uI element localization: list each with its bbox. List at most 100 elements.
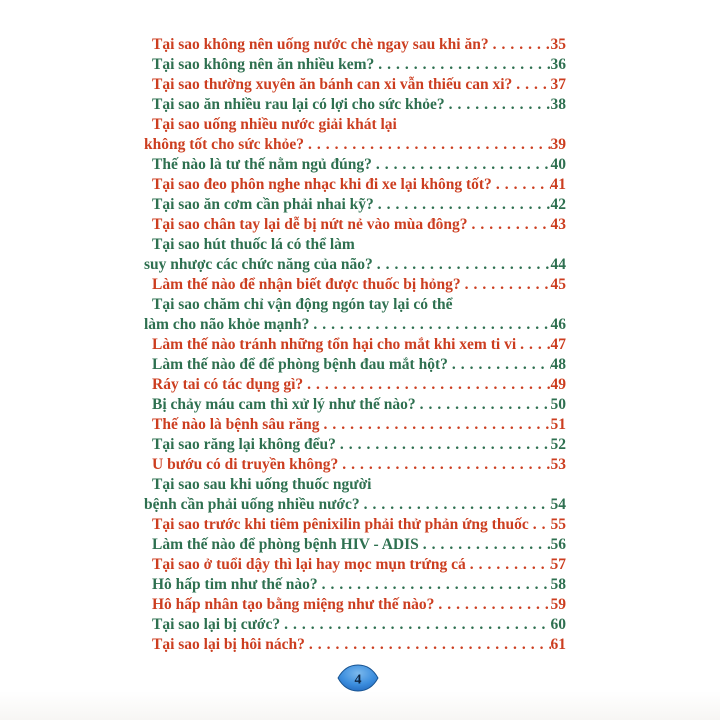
page-ref: 59: [550, 596, 567, 613]
page-ref: 54: [550, 496, 567, 513]
page-ref: 60: [550, 616, 567, 633]
toc-row: không tốt cho sức khỏe?.................…: [144, 135, 566, 155]
dot-leader: ........................................…: [375, 156, 551, 173]
toc-entry-text: Tại sao không nên ăn nhiều kem?: [152, 56, 375, 73]
toc-row: Làm thế nào tránh những tổn hại cho mắt …: [144, 335, 566, 355]
dot-leader: ........................................…: [321, 576, 551, 593]
toc-entry-text: Tại sao chân tay lại dễ bị nứt nẻ vào mù…: [152, 216, 468, 233]
dot-leader: ........................................…: [377, 196, 551, 213]
dot-leader: ........................................…: [307, 376, 551, 393]
toc-entry-text: không tốt cho sức khỏe?: [144, 136, 305, 153]
dot-leader: ........................................…: [516, 76, 550, 93]
toc-row: Tại sao hút thuốc lá có thể làm: [144, 235, 566, 255]
toc-entry-text: Bị chảy máu cam thì xử lý như thế nào?: [152, 396, 416, 413]
page-ref: 46: [550, 316, 567, 333]
toc-entry-text: U bướu có di truyền không?: [152, 456, 339, 473]
toc-row: U bướu có di truyền không?..............…: [144, 455, 566, 475]
dot-leader: ........................................…: [448, 96, 551, 113]
page-ref: 58: [550, 576, 567, 593]
dot-leader: ........................................…: [323, 416, 551, 433]
toc-row: bệnh cần phải uống nhiều nước?..........…: [144, 495, 566, 515]
page-number-badge: 4: [336, 663, 380, 693]
toc-entry-text: Thế nào là tư thế nằm ngủ đúng?: [152, 156, 372, 173]
toc-row: Hô hấp tim như thế nào?.................…: [144, 575, 566, 595]
dot-leader: ........................................…: [284, 616, 551, 633]
dot-leader: ........................................…: [308, 136, 551, 153]
toc-entry-text: bệnh cần phải uống nhiều nước?: [144, 496, 360, 513]
toc-entry-text: Tại sao thường xuyên ăn bánh can xi vẫn …: [152, 76, 513, 93]
toc-entry-text: Tại sao ăn nhiều rau lại có lợi cho sức …: [152, 96, 445, 113]
page-ref: 37: [550, 76, 567, 93]
page-ref: 61: [550, 636, 567, 653]
dot-leader: ........................................…: [532, 516, 551, 533]
toc-row: Tại sao chăm chỉ vận động ngón tay lại c…: [144, 295, 566, 315]
toc-entry-text: Tại sao lại bị cước?: [152, 616, 281, 633]
toc-row: Tại sao không nên uống nước chè ngay sau…: [144, 35, 566, 55]
toc-row: Tại sao thường xuyên ăn bánh can xi vẫn …: [144, 75, 566, 95]
dot-leader: ........................................…: [438, 596, 550, 613]
page-ref: 38: [550, 96, 567, 113]
toc-row: Hô hấp nhân tạo bằng miệng như thế nào?.…: [144, 595, 566, 615]
page-ref: 55: [550, 516, 567, 533]
toc-entry-text: Tại sao uống nhiều nước giải khát lại: [152, 116, 397, 133]
toc-row: Tại sao uống nhiều nước giải khát lại: [144, 115, 566, 135]
toc-entry-text: Ráy tai có tác dụng gì?: [152, 376, 304, 393]
toc-row: Tại sao trước khi tiêm pênixilin phải th…: [144, 515, 566, 535]
toc-entry-text: Tại sao ở tuổi dậy thì lại hay mọc mụn t…: [152, 556, 466, 573]
page-ref: 42: [550, 196, 567, 213]
toc-entry-text: suy nhược các chức năng của não?: [144, 256, 373, 273]
toc-row: Tại sao không nên ăn nhiều kem?.........…: [144, 55, 566, 75]
toc-entry-text: Làm thế nào để để phòng bệnh đau mắt hột…: [152, 356, 448, 373]
toc-row: Thế nào là bệnh sâu răng................…: [144, 415, 566, 435]
page-ref: 51: [550, 416, 567, 433]
page-ref: 57: [550, 556, 567, 573]
toc-entry-text: Tại sao không nên uống nước chè ngay sau…: [152, 36, 489, 53]
page-ref: 35: [550, 36, 567, 53]
page-number: 4: [355, 673, 362, 688]
page-ref: 49: [550, 376, 567, 393]
page-ref: 56: [550, 536, 567, 553]
dot-leader: ........................................…: [376, 256, 551, 273]
toc-row: Tại sao ăn nhiều rau lại có lợi cho sức …: [144, 95, 566, 115]
dot-leader: ........................................…: [419, 396, 551, 413]
toc-row: Tại sao lại bị cước?....................…: [144, 615, 566, 635]
toc-entry-text: Tại sao chăm chỉ vận động ngón tay lại c…: [152, 296, 453, 313]
badge-background: [337, 664, 379, 692]
dot-leader: ........................................…: [308, 636, 551, 653]
page-ref: 40: [550, 156, 567, 173]
toc-list: Tại sao không nên uống nước chè ngay sau…: [144, 35, 566, 655]
toc-row: Tại sao sau khi uống thuốc người: [144, 475, 566, 495]
page-ref: 53: [550, 456, 567, 473]
toc-entry-text: Hô hấp tim như thế nào?: [152, 576, 318, 593]
toc-entry-text: Làm thế nào tránh những tổn hại cho mắt …: [152, 336, 517, 353]
toc-entry-text: Làm thế nào để nhận biết được thuốc bị h…: [152, 276, 461, 293]
toc-entry-text: Tại sao hút thuốc lá có thể làm: [152, 236, 355, 253]
toc-entry-text: Tại sao ăn cơm cần phải nhai kỹ?: [152, 196, 374, 213]
toc-row: Làm thế nào để để phòng bệnh đau mắt hột…: [144, 355, 566, 375]
toc-row: suy nhược các chức năng của não?........…: [144, 255, 566, 275]
toc-entry-text: Tại sao trước khi tiêm pênixilin phải th…: [152, 516, 529, 533]
toc-row: Tại sao lại bị hôi nách?................…: [144, 635, 566, 655]
dot-leader: ........................................…: [313, 316, 550, 333]
dot-leader: ........................................…: [469, 556, 551, 573]
page-ref: 41: [550, 176, 567, 193]
toc-row: Bị chảy máu cam thì xử lý như thế nào?..…: [144, 395, 566, 415]
toc-row: Tại sao ở tuổi dậy thì lại hay mọc mụn t…: [144, 555, 566, 575]
dot-leader: ........................................…: [451, 356, 551, 373]
toc-row: Làm thế nào để phòng bệnh HIV - ADIS....…: [144, 535, 566, 555]
toc-row: Thế nào là tư thế nằm ngủ đúng?.........…: [144, 155, 566, 175]
dot-leader: ........................................…: [342, 456, 550, 473]
dot-leader: ........................................…: [520, 336, 550, 353]
toc-row: Tại sao đeo phôn nghe nhạc khi đi xe lại…: [144, 175, 566, 195]
toc-row: Làm thế nào để nhận biết được thuốc bị h…: [144, 275, 566, 295]
page-ref: 47: [550, 336, 567, 353]
toc-entry-text: Tại sao sau khi uống thuốc người: [152, 476, 372, 493]
dot-leader: ........................................…: [363, 496, 551, 513]
page-ref: 50: [550, 396, 567, 413]
toc-row: Tại sao chân tay lại dễ bị nứt nẻ vào mù…: [144, 215, 566, 235]
toc-entry-text: Làm thế nào để phòng bệnh HIV - ADIS: [152, 536, 419, 553]
dot-leader: ........................................…: [422, 536, 551, 553]
page-ref: 36: [550, 56, 567, 73]
toc-row: Tại sao ăn cơm cần phải nhai kỹ?........…: [144, 195, 566, 215]
toc-entry-text: Tại sao đeo phôn nghe nhạc khi đi xe lại…: [152, 176, 492, 193]
